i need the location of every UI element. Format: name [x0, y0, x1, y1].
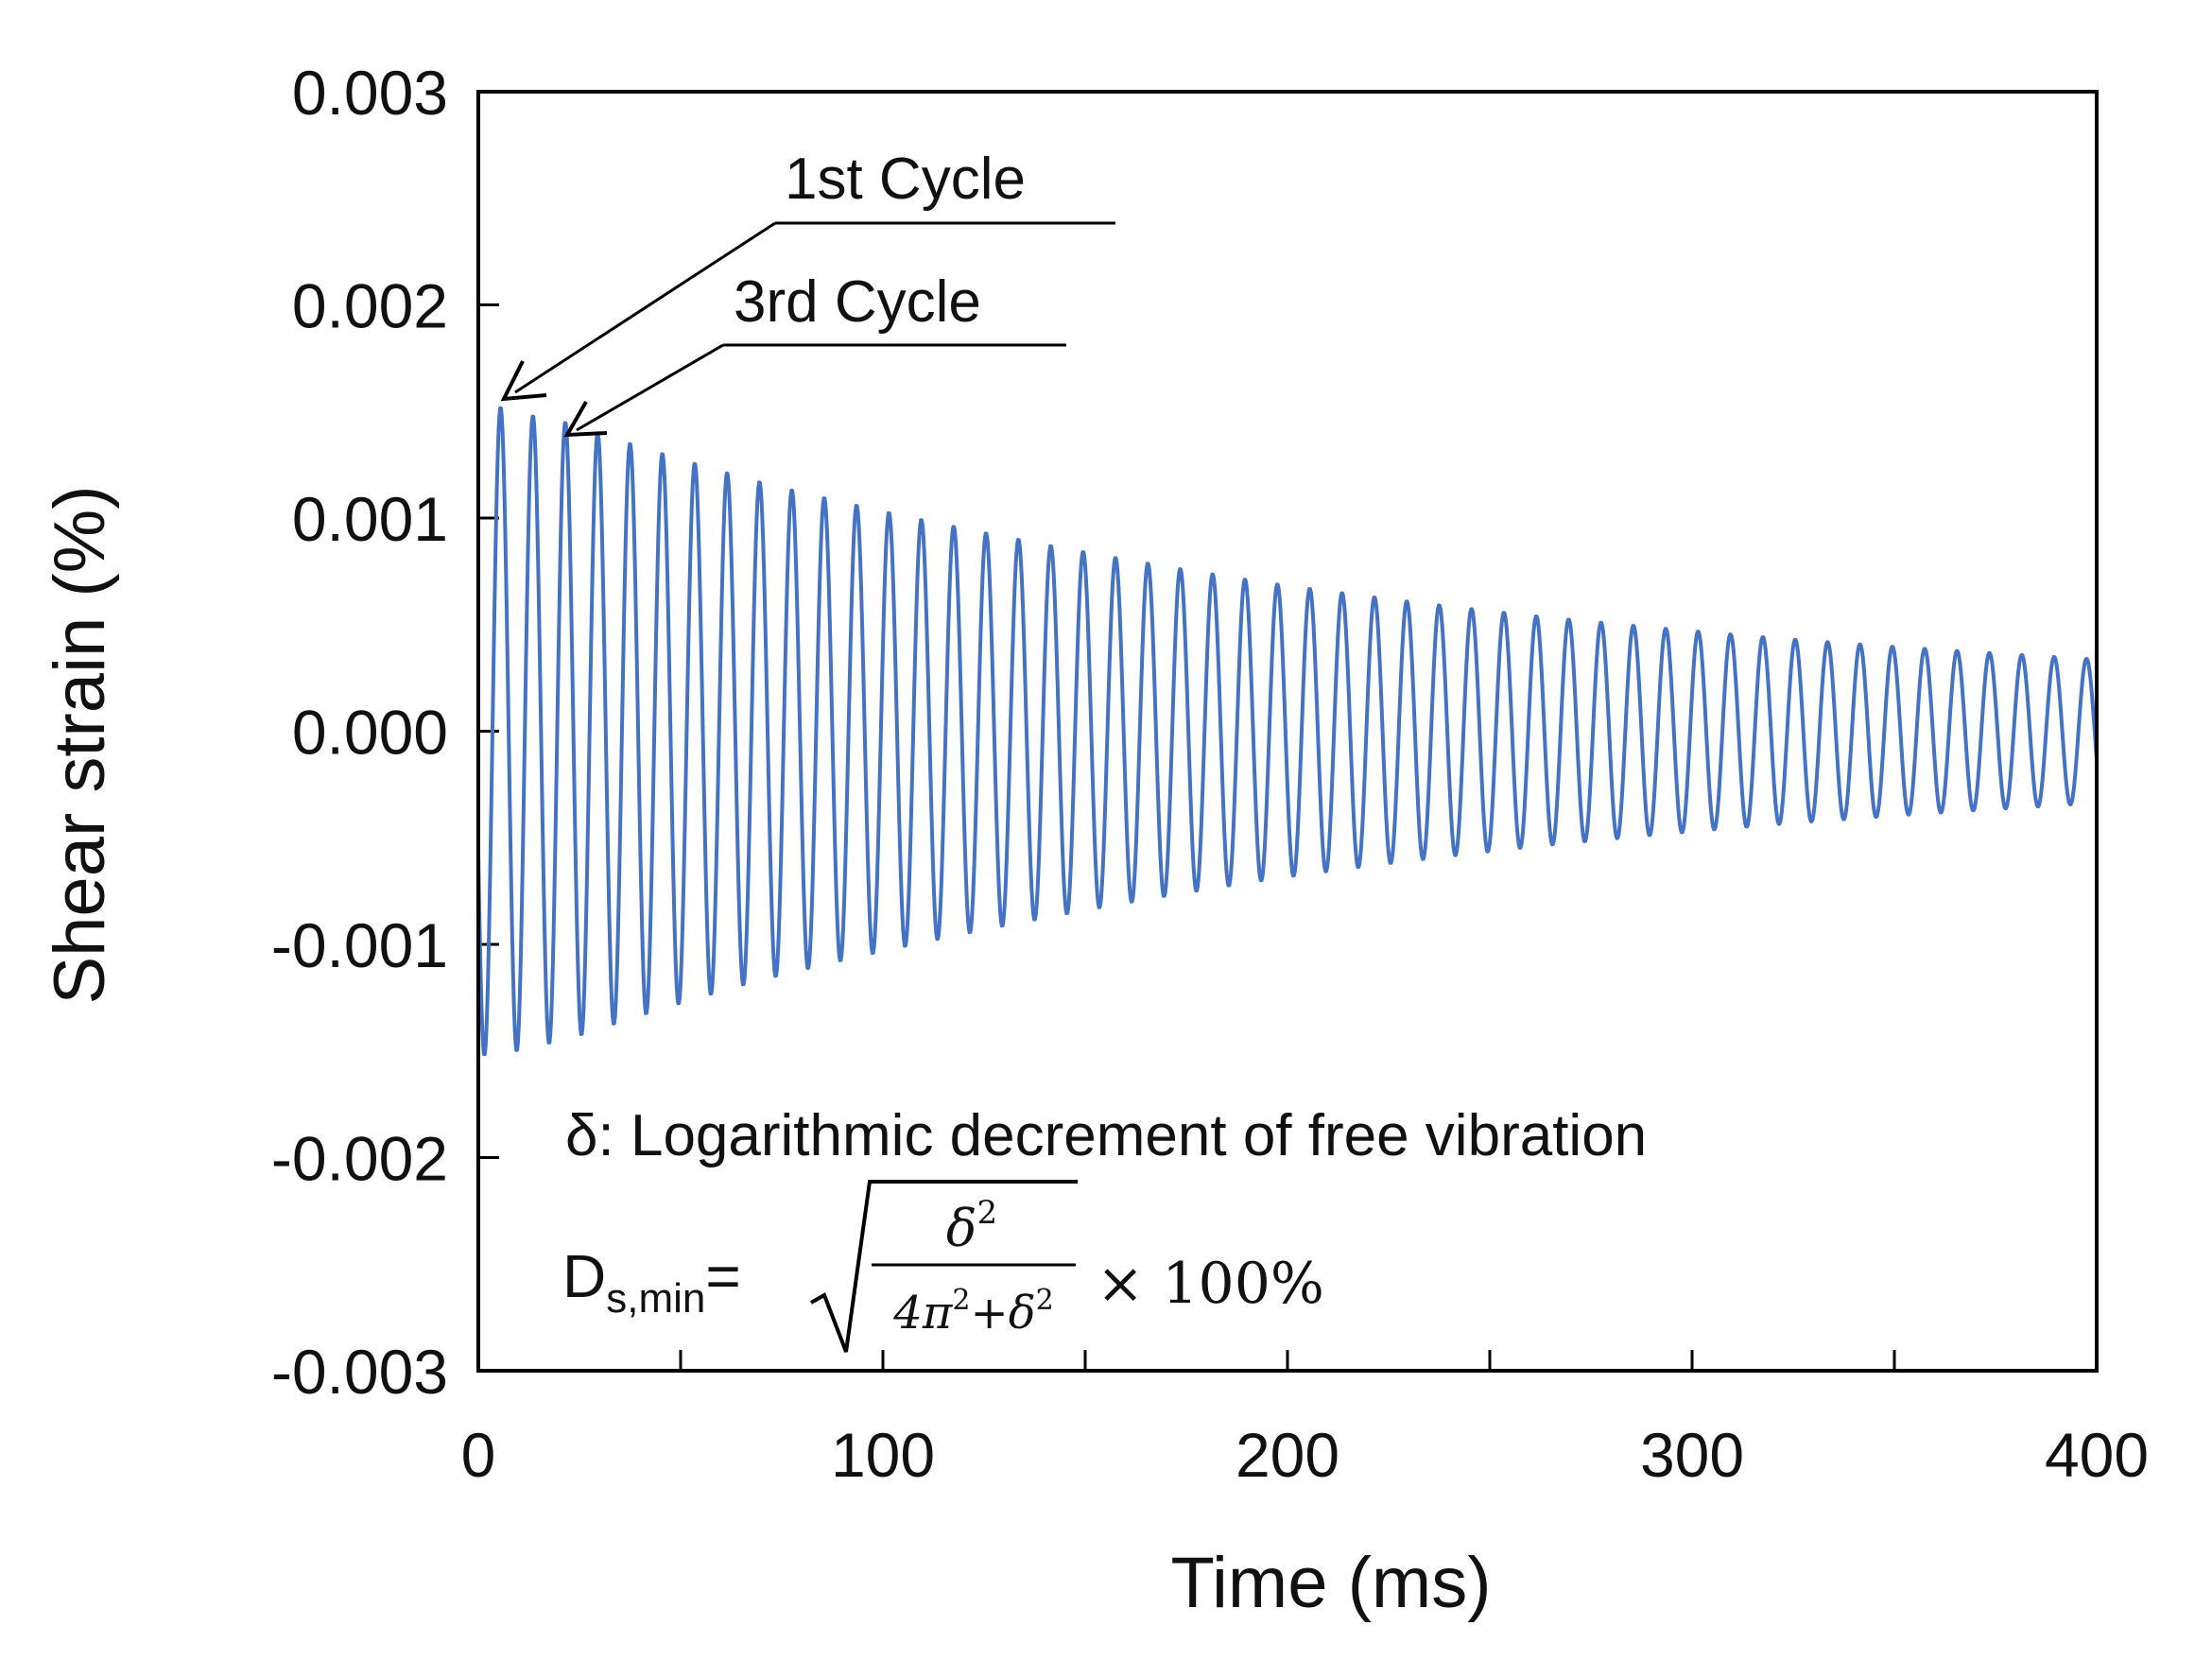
y-tick-label-0: 0.003	[292, 58, 448, 128]
y-axis-title: Shear strain (%)	[40, 485, 120, 1004]
y-tick-label-4: -0.001	[271, 910, 448, 980]
annotation-leader-1st-cycle	[514, 221, 776, 394]
definition-text: δ: Logarithmic decrement of free vibrati…	[565, 1103, 1647, 1168]
formula-den-a: 4π	[892, 1287, 954, 1340]
formula-lhs-base: D	[562, 1242, 606, 1310]
formula-times: × 100%	[1097, 1251, 1324, 1317]
formula-numerator: δ2	[946, 1194, 997, 1258]
formula-lhs: Ds,min=	[562, 1242, 741, 1322]
x-tick-label-0: 0	[461, 1420, 496, 1490]
plot-frame	[476, 90, 2099, 1373]
annotation-label-3rd-cycle: 3rd Cycle	[734, 269, 981, 335]
y-tick-label-1: 0.002	[292, 271, 448, 341]
formula-num-exp: 2	[976, 1194, 997, 1232]
x-tick-label-2: 200	[1236, 1420, 1339, 1490]
y-tick-label-6: -0.003	[271, 1337, 448, 1407]
y-tick-label-2: 0.001	[292, 484, 448, 554]
formula-denominator: 4π2+δ2	[892, 1284, 1053, 1340]
x-axis-title: Time (ms)	[1170, 1543, 1491, 1623]
annotation-arrowhead-3rd-cycle	[563, 401, 608, 438]
annotation-label-1st-cycle: 1st Cycle	[785, 147, 1026, 212]
x-tick-label-3: 300	[1640, 1420, 1744, 1490]
formula-den-plus: +δ	[970, 1287, 1035, 1340]
ticks-layer	[476, 90, 2099, 1373]
annotation-arrowhead-1st-cycle	[500, 360, 547, 402]
formula-equals: =	[705, 1242, 740, 1310]
formula-note: δ: Logarithmic decrement of free vibrati…	[562, 1103, 1647, 1353]
annotation-leader-3rd-cycle	[576, 343, 724, 432]
x-tick-label-4: 400	[2045, 1420, 2149, 1490]
formula-lhs-sub: s,min	[606, 1275, 705, 1322]
annotations-layer: 1st Cycle 3rd Cycle	[500, 147, 1115, 438]
x-tick-label-1: 100	[831, 1420, 935, 1490]
formula-den-exp1: 2	[952, 1284, 970, 1317]
formula-delta: δ	[946, 1199, 977, 1258]
y-tick-label-3: 0.000	[292, 698, 448, 768]
series-line-shear-strain	[476, 406, 2099, 1057]
series-layer	[476, 406, 2099, 1057]
formula-den-exp2: 2	[1036, 1284, 1054, 1317]
sqrt-radical	[810, 1180, 1078, 1353]
y-tick-label-5: -0.002	[271, 1124, 448, 1194]
